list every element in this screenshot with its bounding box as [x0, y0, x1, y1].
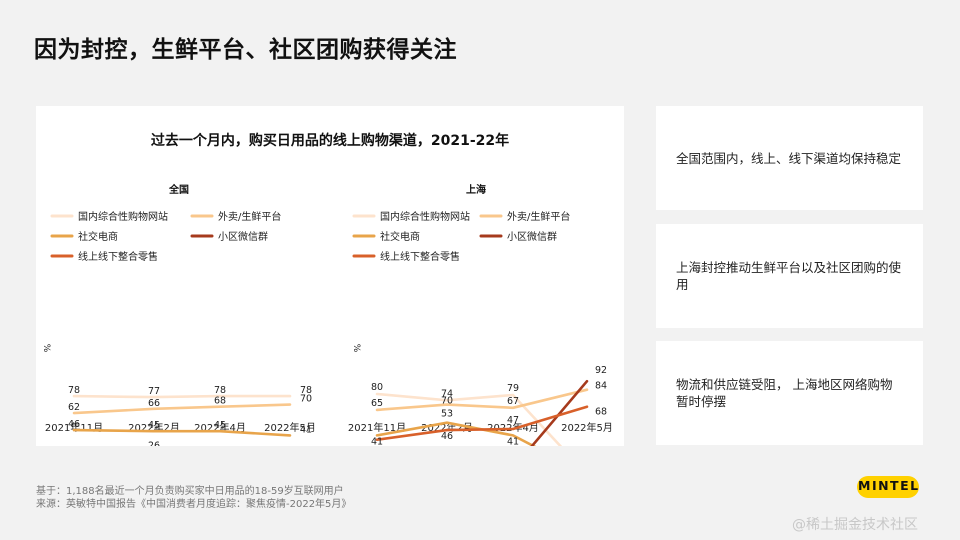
logo-badge: [857, 476, 919, 498]
panel-2-legend-label-5: 线上线下整合零售: [380, 250, 460, 263]
panel-1-data-label-2-4: 70: [300, 394, 312, 405]
panel-2-data-label-5-2: 46: [441, 431, 453, 442]
panel-2-series-line-2: [375, 388, 589, 412]
panel-2-series-line-4: [530, 379, 589, 446]
panel-1-series-line-1: [72, 394, 292, 399]
panel-2-data-label-4-4: 92: [595, 365, 607, 376]
mintel-logo: MINTEL: [852, 474, 924, 500]
panel-1-ylabel: %: [41, 344, 51, 353]
panel-1-data-label-3-2: 45: [148, 420, 160, 431]
page-title: 因为封控，生鲜平台、社区团购获得关注: [34, 37, 457, 63]
panel-1-data-label-1-1: 78: [68, 385, 80, 396]
panel-2-data-label-2-2: 70: [441, 396, 453, 407]
panel-2-data-label-3-1: 41: [371, 436, 383, 446]
panel-2-data-label-2-3: 67: [507, 396, 519, 407]
panel-2-title: 上海: [466, 183, 486, 196]
panel-2-legend-label-1: 国内综合性购物网站: [380, 210, 470, 223]
panel-1-legend-label-2: 外卖/生鲜平台: [218, 210, 281, 223]
panel-1-legend-label-1: 国内综合性购物网站: [78, 210, 168, 223]
panel-1-data-label-3-3: 45: [214, 420, 226, 431]
note-card-2: 上海封控推动生鲜平台以及社区团购的使用: [656, 224, 923, 328]
chart-title: 过去一个月内，购买日用品的线上购物渠道，2021-22年: [151, 132, 509, 149]
panel-2-data-label-1-2: 74: [441, 388, 453, 399]
panel-1-data-label-3-4: 41: [300, 424, 312, 435]
panel-2-data-label-1-1: 80: [371, 382, 383, 393]
panel-1-data-label-2-3: 68: [214, 396, 226, 407]
panel-1-series-line-3: [72, 428, 292, 437]
panel-1-data-label-1-2: 77: [148, 386, 160, 397]
panel-2-data-label-1-3: 79: [507, 383, 519, 394]
panel-1-data-label-2-1: 62: [68, 402, 80, 413]
note-text-3: 物流和供应链受阻， 上海地区网络购物暂时停摆: [676, 377, 893, 409]
panel-2-legend-label-2: 外卖/生鲜平台: [507, 210, 570, 223]
panel-1-legend-label-3: 社交电商: [78, 230, 118, 243]
panel-2-x-tick-1: 2021年11月: [348, 421, 406, 434]
note-card-1: 全国范围内，线上、线下渠道均保持稳定: [656, 106, 923, 210]
logo-text: MINTEL: [858, 478, 920, 493]
note-card-3: 物流和供应链受阻， 上海地区网络购物暂时停摆: [656, 341, 923, 445]
panel-2-data-label-3-3: 41: [507, 436, 519, 446]
panel-2-legend-label-4: 小区微信群: [507, 230, 557, 243]
panel-1-data-label-1-3: 78: [214, 385, 226, 396]
panel-1-legend-label-5: 线上线下整合零售: [78, 250, 158, 263]
panel-2-data-label-3-2: 53: [441, 409, 453, 420]
note-text-1: 全国范围内，线上、线下渠道均保持稳定: [676, 150, 902, 166]
panel-2-data-label-2-1: 65: [371, 398, 383, 409]
panel-1-title: 全国: [168, 183, 189, 196]
panel-1-series-line-2: [72, 403, 292, 415]
note-text-2: 上海封控推动生鲜平台以及社区团购的使用: [676, 260, 902, 292]
footnote: 基于：1,188名最近一个月负责购买家中日用品的18-59岁互联网用户 来源：英…: [36, 486, 351, 511]
panel-2-data-label-5-4: 68: [595, 407, 607, 418]
panel-2-data-label-5-3: 47: [507, 415, 519, 426]
panel-1-data-label-3-1: 46: [68, 419, 80, 430]
footnote-base: 基于：1,188名最近一个月负责购买家中日用品的18-59岁互联网用户: [36, 486, 344, 497]
panel-2-series-line-1: [375, 392, 563, 446]
panel-2-legend-label-3: 社交电商: [380, 230, 420, 243]
chart-panel: 过去一个月内，购买日用品的线上购物渠道，2021-22年全国% 国内综合性购物网站…: [36, 106, 624, 446]
panel-1-x-tick-4: 2022年5月: [264, 421, 316, 434]
panel-1-data-label-2-2: 66: [148, 398, 160, 409]
panel-2-series-line-5: [375, 405, 589, 442]
panel-2-x-tick-4: 2022年5月: [561, 421, 613, 434]
watermark: @稀土掘金技术社区: [792, 517, 918, 533]
panel-1-data-label-5-2: 26: [148, 440, 160, 446]
footnote-source: 来源：英敏特中国报告《中国消费者月度追踪：聚焦疫情-2022年5月》: [36, 498, 352, 510]
panel-1-data-label-1-4: 78: [300, 385, 312, 396]
panel-2-data-label-2-4: 84: [595, 381, 607, 392]
panel-2-ylabel: %: [351, 344, 361, 353]
panel-1-legend-label-4: 小区微信群: [218, 230, 268, 243]
